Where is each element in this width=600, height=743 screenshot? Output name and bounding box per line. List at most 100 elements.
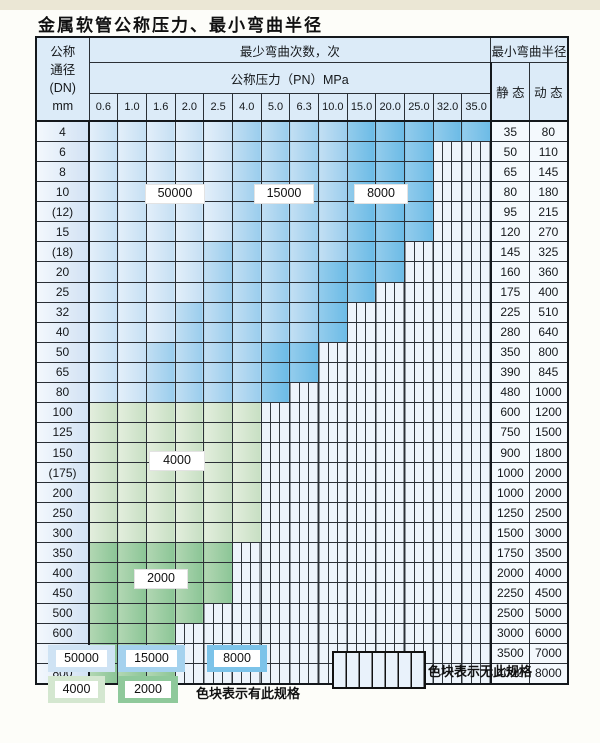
cycle-cell xyxy=(203,582,233,604)
cycle-cell xyxy=(231,261,262,283)
pressure-col-header: 5.0 xyxy=(260,93,291,122)
static-radius-cell: 35 xyxy=(489,120,530,143)
no-spec-cell xyxy=(432,381,463,403)
cycle-cell xyxy=(174,261,205,283)
no-spec-cell xyxy=(346,602,377,624)
cycle-cell xyxy=(318,261,348,283)
cycle-cell xyxy=(346,161,377,183)
no-spec-cell xyxy=(231,562,262,584)
no-spec-cell xyxy=(404,341,434,363)
no-spec-cell xyxy=(375,522,406,544)
static-radius-cell: 1000 xyxy=(489,462,530,484)
cycle-cell xyxy=(203,502,233,524)
pressure-col-header: 25.0 xyxy=(404,93,434,122)
spec-table: 公称 通径 (DN) mm 最少弯曲次数，次 最小弯曲半径 公称压力（PN）MP… xyxy=(35,36,569,685)
cycle-cell xyxy=(117,622,147,644)
no-spec-cell xyxy=(260,602,291,624)
table-row: 15 120 270 xyxy=(35,221,569,243)
cycle-cell xyxy=(375,120,406,143)
table-row: 450 2250 4500 xyxy=(35,582,569,604)
legend-swatch-label: 8000 xyxy=(214,650,260,667)
no-spec-cell xyxy=(461,321,492,343)
cycle-cell xyxy=(375,261,406,283)
cycle-cell xyxy=(174,441,205,464)
cycle-cell xyxy=(145,321,176,343)
legend-swatch-50000: 50000 xyxy=(48,645,115,672)
static-radius-cell: 900 xyxy=(489,441,530,464)
cycle-cell xyxy=(88,181,119,203)
no-spec-cell xyxy=(289,441,319,464)
no-spec-cell xyxy=(461,301,492,323)
cycle-cell xyxy=(174,462,205,484)
cycle-cell xyxy=(231,341,262,363)
no-spec-cell xyxy=(318,522,348,544)
pressure-col-header: 35.0 xyxy=(461,93,492,122)
no-spec-cell xyxy=(318,441,348,464)
dynamic-radius-cell: 3000 xyxy=(528,522,569,544)
no-spec-cell xyxy=(404,261,434,283)
cycle-cell xyxy=(174,301,205,323)
cycle-cell xyxy=(174,321,205,343)
cycle-cell xyxy=(145,181,176,203)
cycle-cell xyxy=(117,602,147,624)
static-radius-cell: 50 xyxy=(489,141,530,163)
cycle-cell xyxy=(145,622,176,644)
no-spec-cell xyxy=(260,542,291,564)
cycle-cell xyxy=(145,562,176,584)
no-spec-cell xyxy=(318,341,348,363)
cycles-header: 最少弯曲次数，次 xyxy=(88,36,492,63)
dynamic-radius-cell: 8000 xyxy=(528,662,569,685)
cycle-cell xyxy=(318,181,348,203)
cycle-cell xyxy=(174,502,205,524)
cycle-cell xyxy=(88,542,119,564)
cycle-cell xyxy=(231,522,262,544)
dynamic-radius-cell: 145 xyxy=(528,161,569,183)
dn-cell: 500 xyxy=(35,602,90,624)
no-spec-cell xyxy=(432,542,463,564)
pressure-col-header: 6.3 xyxy=(289,93,319,122)
cycle-cell xyxy=(289,120,319,143)
cycle-cell xyxy=(289,321,319,343)
no-spec-cell xyxy=(346,582,377,604)
cycle-cell xyxy=(375,181,406,203)
no-spec-cell xyxy=(404,381,434,403)
cycle-cell xyxy=(88,582,119,604)
pressure-col-header: 1.0 xyxy=(117,93,147,122)
no-spec-cell xyxy=(289,582,319,604)
cycle-cell xyxy=(375,241,406,263)
legend-note-no-spec: 色块表示无此规格 xyxy=(428,664,533,679)
no-spec-cell xyxy=(404,582,434,604)
no-spec-cell xyxy=(260,522,291,544)
dn-header-line: mm xyxy=(52,99,74,114)
no-spec-cell xyxy=(375,542,406,564)
no-spec-cell xyxy=(461,642,492,664)
cycle-cell xyxy=(231,301,262,323)
cycle-cell xyxy=(117,141,147,163)
cycle-cell xyxy=(231,241,262,263)
cycle-cell xyxy=(117,562,147,584)
cycle-cell xyxy=(346,141,377,163)
cycle-cell xyxy=(203,301,233,323)
cycle-cell xyxy=(88,401,119,423)
table-row: 400 2000 4000 xyxy=(35,562,569,584)
no-spec-cell xyxy=(432,421,463,444)
legend-swatch-label: 2000 xyxy=(125,681,171,698)
no-spec-cell xyxy=(289,542,319,564)
cycle-cell xyxy=(145,482,176,504)
cycle-cell xyxy=(88,281,119,303)
cycle-cell xyxy=(174,401,205,423)
cycle-cell xyxy=(318,120,348,143)
table-row: (18) 145 325 xyxy=(35,241,569,263)
table-row: 125 750 1500 xyxy=(35,421,569,444)
dn-cell: (175) xyxy=(35,462,90,484)
dn-cell: 50 xyxy=(35,341,90,363)
dn-header-line: 通径 xyxy=(50,62,76,77)
cycle-cell xyxy=(260,381,291,403)
cycle-cell xyxy=(260,201,291,223)
cycle-cell xyxy=(231,321,262,343)
pressure-col-header: 20.0 xyxy=(375,93,406,122)
pressure-header: 公称压力（PN）MPa xyxy=(88,62,492,94)
no-spec-cell xyxy=(318,622,348,644)
no-spec-cell xyxy=(260,622,291,644)
no-spec-cell xyxy=(432,301,463,323)
